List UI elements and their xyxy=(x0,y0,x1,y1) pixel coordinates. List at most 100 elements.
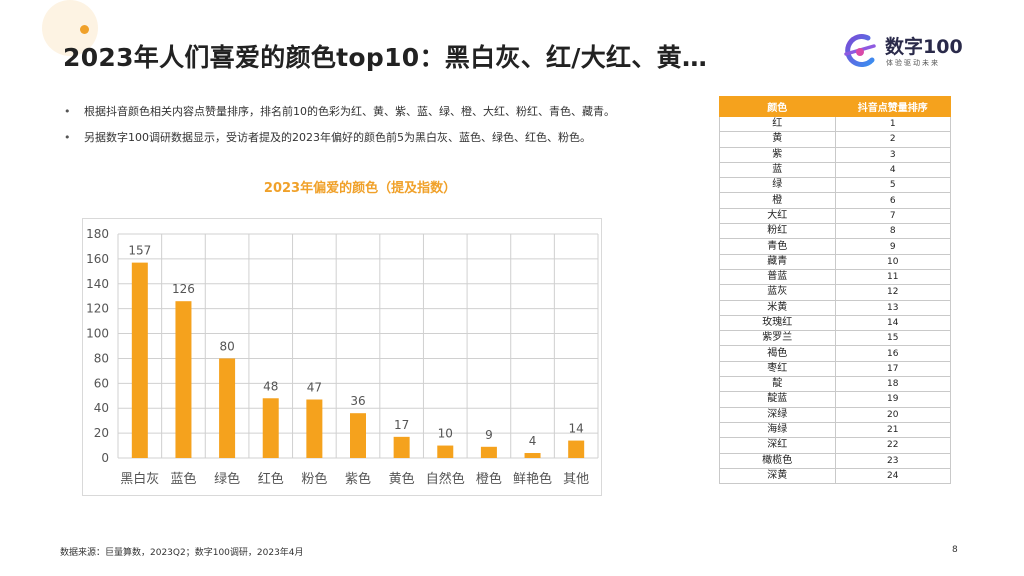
x-category-label: 自然色 xyxy=(426,471,465,487)
y-tick-label: 160 xyxy=(86,252,109,266)
brand-logo: 数字100 体验驱动未来 xyxy=(838,30,978,74)
table-cell-rank: 13 xyxy=(834,299,951,316)
bar xyxy=(306,399,323,458)
table-cell-rank: 3 xyxy=(834,146,951,163)
table-row: 橄榄色 23 xyxy=(719,452,951,469)
bar xyxy=(262,398,279,458)
x-category-label: 绿色 xyxy=(214,471,240,487)
table-cell-color: 枣红 xyxy=(719,360,836,378)
y-tick-label: 20 xyxy=(94,426,109,440)
page-number: 8 xyxy=(952,545,958,555)
table-cell-color: 普蓝 xyxy=(719,268,836,286)
table-row: 玫瑰红 14 xyxy=(719,314,951,332)
y-tick-label: 80 xyxy=(94,351,109,365)
table-cell-color: 粉红 xyxy=(719,223,836,240)
table-cell-rank: 16 xyxy=(834,345,951,362)
table-row: 青色 9 xyxy=(719,238,951,255)
table-row: 深黄 24 xyxy=(719,467,951,485)
bar-chart: 0 20 40 60 80 100 120 140 160 180 157 黑白灰 126 蓝色 80 绿色 4… xyxy=(82,218,602,496)
table-row: 深绿 20 xyxy=(719,406,951,423)
table-header-color: 颜色 xyxy=(719,96,836,117)
table-row: 褐色 16 xyxy=(719,345,951,362)
table-cell-rank: 6 xyxy=(834,192,951,209)
table-cell-color: 深绿 xyxy=(719,406,836,423)
table-cell-rank: 4 xyxy=(834,161,951,179)
chart-frame xyxy=(82,218,602,496)
bar xyxy=(480,446,497,458)
table-cell-rank: 10 xyxy=(834,253,951,270)
bullet-item: 另据数字100调研数据显示，受访者提及的2023年偏好的颜色前5为黑白灰、蓝色、… xyxy=(64,130,704,145)
table-cell-color: 紫 xyxy=(719,146,836,163)
ranking-table-container: 颜色 抖音点赞量排序 红 1 黄 2 紫 3 蓝 4 绿 5 橙 6 大红 7 粉红 8 青色 9 藏青 10 普蓝 11… xyxy=(719,96,951,485)
y-tick-label: 140 xyxy=(86,277,109,291)
logo-name: 数字100 xyxy=(885,36,963,58)
table-cell-color: 紫罗兰 xyxy=(719,330,836,347)
table-row: 粉红 8 xyxy=(719,223,951,240)
bar-value-label: 126 xyxy=(172,282,195,296)
table-cell-rank: 8 xyxy=(834,223,951,240)
y-tick-label: 40 xyxy=(94,401,109,415)
table-cell-rank: 11 xyxy=(834,268,951,286)
bar-value-label: 36 xyxy=(350,394,365,408)
table-cell-rank: 2 xyxy=(834,131,951,148)
table-cell-rank: 18 xyxy=(834,376,951,393)
table-row: 藏青 10 xyxy=(719,253,951,270)
table-row: 紫罗兰 15 xyxy=(719,330,951,347)
table-cell-rank: 12 xyxy=(834,284,951,301)
table-cell-color: 米黄 xyxy=(719,299,836,316)
table-cell-rank: 20 xyxy=(834,406,951,423)
y-tick-label: 120 xyxy=(86,302,109,316)
table-cell-color: 深红 xyxy=(719,437,836,454)
bar-value-label: 157 xyxy=(128,244,151,258)
x-category-label: 粉色 xyxy=(301,471,327,487)
y-tick-label: 0 xyxy=(101,451,109,465)
logo-slogan: 体验驱动未来 xyxy=(886,59,940,67)
bullet-item: 根据抖音颜色相关内容点赞量排序，排名前10的色彩为红、黄、紫、蓝、绿、橙、大红、… xyxy=(64,104,704,119)
x-category-label: 其他 xyxy=(563,472,589,487)
table-cell-rank: 9 xyxy=(834,238,951,255)
bar xyxy=(393,436,410,458)
bullet-list: 根据抖音颜色相关内容点赞量排序，排名前10的色彩为红、黄、紫、蓝、绿、橙、大红、… xyxy=(64,104,704,156)
y-tick-label: 180 xyxy=(86,227,109,241)
table-cell-color: 靛 xyxy=(719,376,836,393)
table-cell-color: 褐色 xyxy=(719,345,836,362)
table-cell-color: 深黄 xyxy=(719,467,836,485)
table-cell-rank: 19 xyxy=(834,391,951,408)
table-header-rank: 抖音点赞量排序 xyxy=(834,96,951,117)
bar-value-label: 10 xyxy=(438,427,453,441)
x-category-label: 黄色 xyxy=(389,471,415,487)
source-footnote: 数据来源：巨量算数，2023Q2；数字100调研，2023年4月 xyxy=(60,548,304,558)
table-cell-color: 黄 xyxy=(719,131,836,148)
table-cell-color: 青色 xyxy=(719,238,836,255)
x-category-label: 黑白灰 xyxy=(120,471,159,487)
bar-value-label: 48 xyxy=(263,379,278,393)
table-row: 靛 18 xyxy=(719,376,951,393)
table-row: 大红 7 xyxy=(719,207,951,225)
decorative-dot xyxy=(80,25,89,34)
table-cell-rank: 21 xyxy=(834,421,951,439)
x-category-label: 蓝色 xyxy=(170,471,196,487)
y-tick-label: 100 xyxy=(86,327,109,341)
table-header-row: 颜色 抖音点赞量排序 xyxy=(719,96,951,117)
table-row: 蓝灰 12 xyxy=(719,284,951,301)
bar xyxy=(350,413,366,458)
table-cell-color: 靛蓝 xyxy=(719,391,836,408)
slide-title: 2023年人们喜爱的颜色top10：黑白灰、红/大红、黄… xyxy=(63,43,708,72)
table-cell-color: 藏青 xyxy=(719,253,836,270)
y-tick-label: 60 xyxy=(94,376,109,390)
bar xyxy=(131,262,148,458)
bar xyxy=(524,453,541,458)
bar-value-label: 14 xyxy=(569,422,584,436)
table-cell-color: 海绿 xyxy=(719,421,836,439)
bar xyxy=(437,445,454,458)
table-cell-color: 橙 xyxy=(719,192,836,209)
table-row: 枣红 17 xyxy=(719,360,951,378)
table-cell-color: 橄榄色 xyxy=(719,452,836,469)
table-cell-color: 大红 xyxy=(719,207,836,225)
table-cell-color: 玫瑰红 xyxy=(719,314,836,332)
table-row: 靛蓝 19 xyxy=(719,391,951,408)
table-cell-rank: 7 xyxy=(834,207,951,225)
